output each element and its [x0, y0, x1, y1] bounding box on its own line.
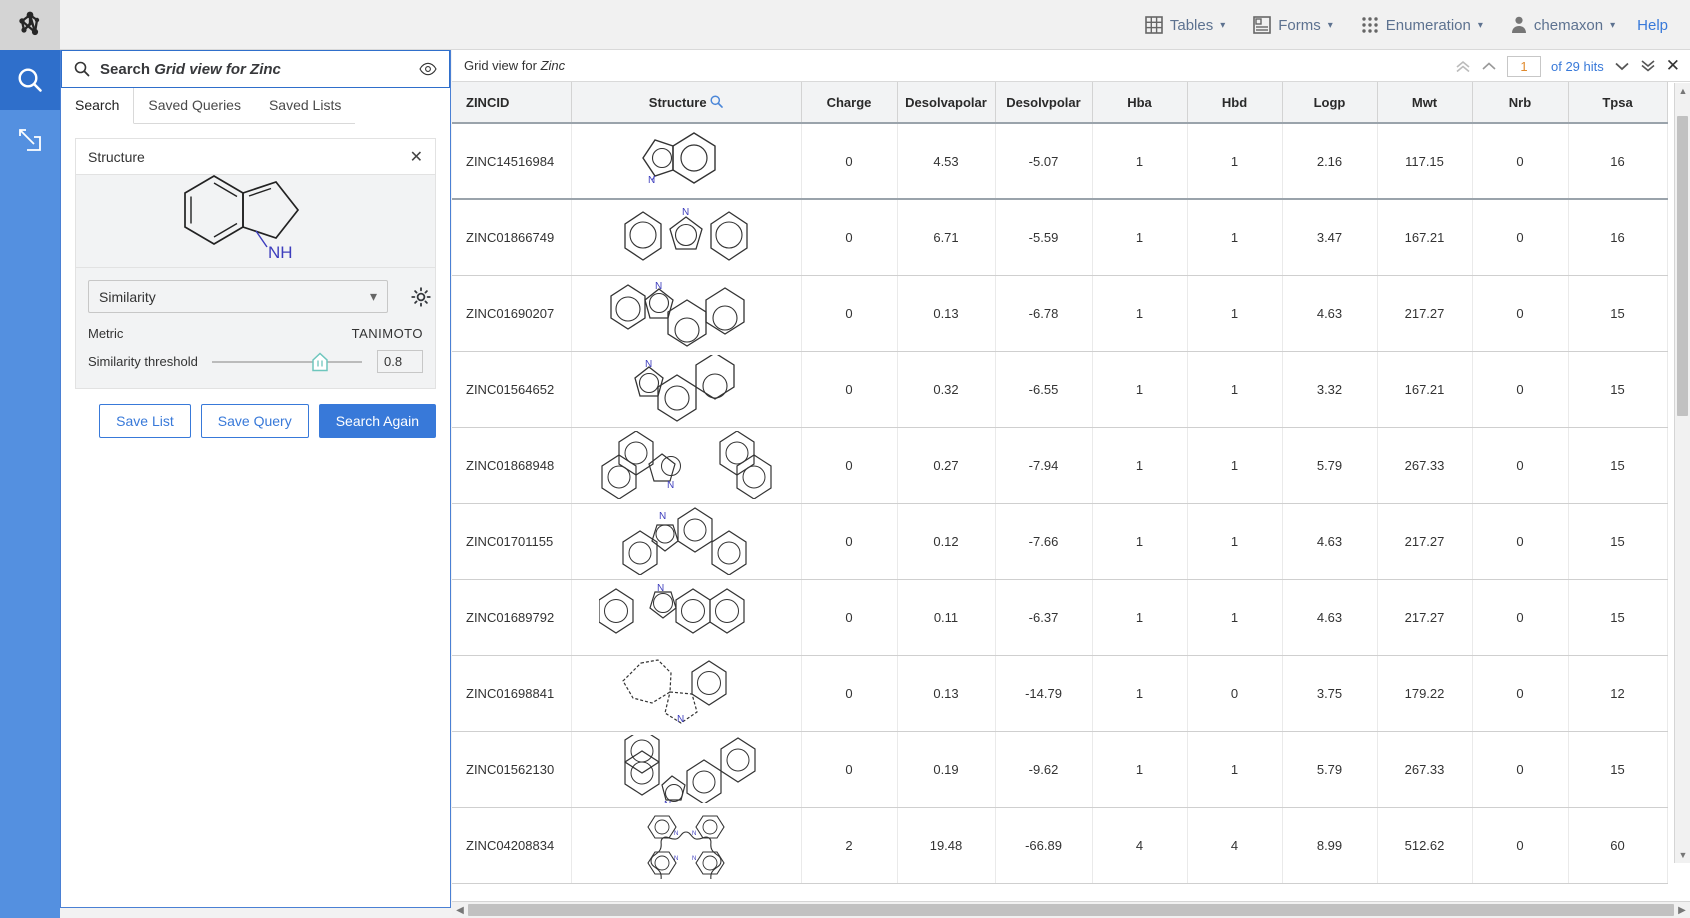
svg-text:N: N: [674, 831, 678, 837]
svg-text:N: N: [664, 800, 671, 803]
svg-text:N: N: [692, 856, 696, 862]
svg-text:NH: NH: [268, 243, 293, 262]
svg-text:N: N: [692, 831, 696, 837]
svg-text:N: N: [657, 583, 664, 594]
svg-text:N: N: [667, 480, 674, 491]
svg-text:N: N: [659, 511, 666, 522]
svg-text:N: N: [677, 714, 684, 725]
svg-text:N: N: [682, 207, 689, 218]
svg-text:N: N: [655, 281, 662, 292]
svg-text:N: N: [645, 359, 652, 370]
